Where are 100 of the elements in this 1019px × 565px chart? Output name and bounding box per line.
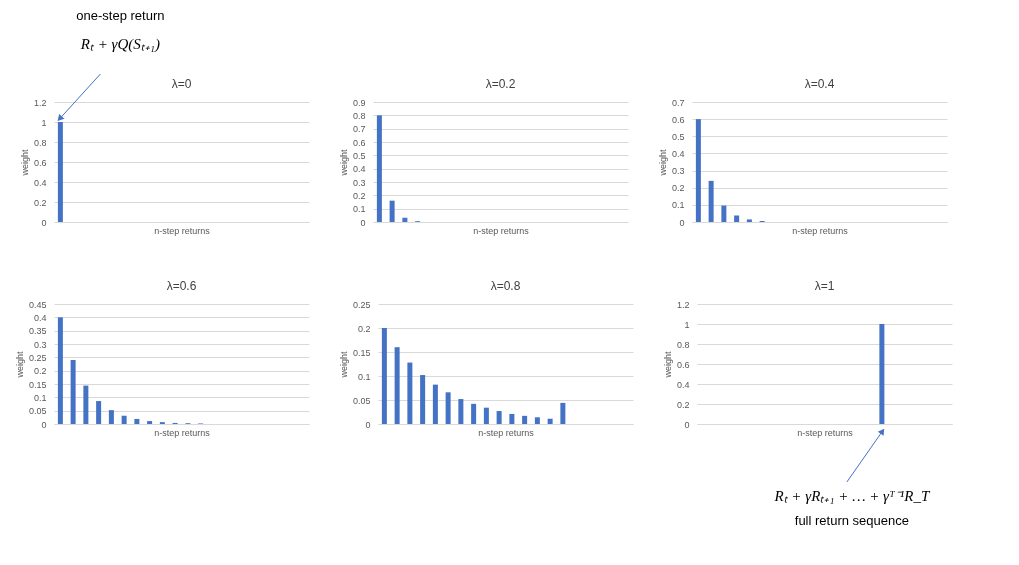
bar: [547, 418, 553, 424]
y-tick-label: 0.6: [676, 359, 690, 370]
bar: [458, 399, 464, 424]
y-axis-title: weight: [662, 350, 673, 379]
bar: [734, 215, 740, 222]
y-tick-label: 0.4: [676, 379, 690, 390]
bar: [57, 317, 63, 424]
chart-title: λ=0: [171, 77, 192, 91]
bar: [721, 205, 727, 222]
y-tick-label: 0: [365, 419, 371, 430]
y-tick-label: 0.7: [671, 97, 685, 108]
bar: [83, 385, 89, 424]
text: Rₜ + γRₜ₊₁ + … + γᵀ⁻¹R_T: [773, 488, 931, 504]
x-axis-title: n-step returns: [154, 225, 211, 236]
y-tick-label: 0.3: [671, 166, 685, 177]
chart-title: λ=0.4: [804, 77, 835, 91]
y-tick-label: 0.3: [352, 177, 366, 188]
bar: [708, 180, 714, 222]
bar: [432, 384, 438, 424]
y-tick-label: 0.25: [352, 299, 371, 310]
bar: [560, 402, 566, 424]
y-tick-label: 0: [41, 419, 47, 430]
bar: [394, 347, 400, 424]
bar: [483, 407, 489, 424]
bar: [134, 418, 140, 424]
y-tick-label: 0: [679, 217, 685, 228]
bar: [108, 410, 114, 424]
y-tick-label: 0.6: [352, 137, 366, 148]
y-tick-label: 0.7: [352, 124, 366, 135]
y-tick-label: 0.4: [352, 164, 366, 175]
y-tick-label: 0.25: [28, 352, 47, 363]
y-tick-label: 1.2: [33, 97, 47, 108]
y-tick-label: 0.8: [352, 110, 366, 121]
text: Rₜ + γQ(Sₜ₊₁): [79, 36, 160, 53]
text: one-step return: [76, 8, 165, 23]
x-axis-title: n-step returns: [792, 225, 849, 236]
y-tick-label: 0.1: [357, 371, 371, 382]
y-tick-label: 0.2: [676, 399, 690, 410]
y-tick-label: 0.8: [33, 137, 47, 148]
y-tick-label: 0.5: [671, 131, 685, 142]
y-tick-label: 0.35: [28, 326, 47, 337]
y-tick-label: 0.1: [33, 392, 47, 403]
y-tick-label: 0.05: [352, 395, 371, 406]
y-axis-title: weight: [338, 148, 349, 177]
y-axis-title: weight: [14, 350, 25, 379]
y-tick-label: 0.3: [33, 339, 47, 350]
bar: [407, 362, 413, 424]
y-tick-label: 0.2: [671, 183, 685, 194]
y-tick-label: 0.05: [28, 406, 47, 417]
bar: [445, 392, 451, 424]
chart-title: λ=0.8: [490, 279, 521, 293]
bar: [70, 360, 76, 424]
bar: [509, 413, 515, 424]
y-tick-label: 0.4: [671, 148, 685, 159]
x-axis-title: n-step returns: [797, 427, 854, 438]
y-tick-label: 0.45: [28, 299, 47, 310]
bar: [496, 411, 502, 424]
y-tick-label: 0: [360, 217, 366, 228]
y-tick-label: 0.15: [352, 347, 371, 358]
bar: [376, 115, 382, 222]
y-tick-label: 1: [41, 117, 47, 128]
x-axis-title: n-step returns: [473, 225, 530, 236]
bar: [402, 217, 408, 222]
bar: [522, 415, 528, 424]
y-tick-label: 0.15: [28, 379, 47, 390]
y-tick-label: 0.2: [33, 366, 47, 377]
bar: [420, 375, 426, 424]
chart-title: λ=1: [814, 279, 835, 293]
y-tick-label: 1.2: [676, 299, 690, 310]
bar: [96, 401, 102, 424]
y-tick-label: 0.4: [33, 177, 47, 188]
y-tick-label: 0.5: [352, 150, 366, 161]
bar: [389, 200, 395, 222]
chart-title: λ=0.2: [485, 77, 516, 91]
y-tick-label: 0.4: [33, 312, 47, 323]
y-tick-label: 1: [684, 319, 690, 330]
y-tick-label: 0.2: [357, 323, 371, 334]
y-axis-title: weight: [657, 148, 668, 177]
y-tick-label: 0.6: [671, 114, 685, 125]
bar: [746, 219, 752, 222]
y-tick-label: 0: [684, 419, 690, 430]
chart-title: λ=0.6: [166, 279, 197, 293]
y-tick-label: 0.2: [33, 197, 47, 208]
y-tick-label: 0.6: [33, 157, 47, 168]
y-tick-label: 0.9: [352, 97, 366, 108]
y-tick-label: 0.1: [671, 200, 685, 211]
bar: [147, 421, 153, 424]
bar: [381, 328, 387, 424]
bar: [471, 403, 477, 424]
text: full return sequence: [794, 513, 909, 528]
y-tick-label: 0.1: [352, 204, 366, 215]
bar: [534, 417, 540, 424]
bar: [695, 119, 701, 222]
y-axis-title: weight: [338, 350, 349, 379]
y-tick-label: 0.8: [676, 339, 690, 350]
y-axis-title: weight: [19, 148, 30, 177]
y-tick-label: 0: [41, 217, 47, 228]
bar: [121, 415, 127, 424]
y-tick-label: 0.2: [352, 190, 366, 201]
x-axis-title: n-step returns: [154, 427, 211, 438]
